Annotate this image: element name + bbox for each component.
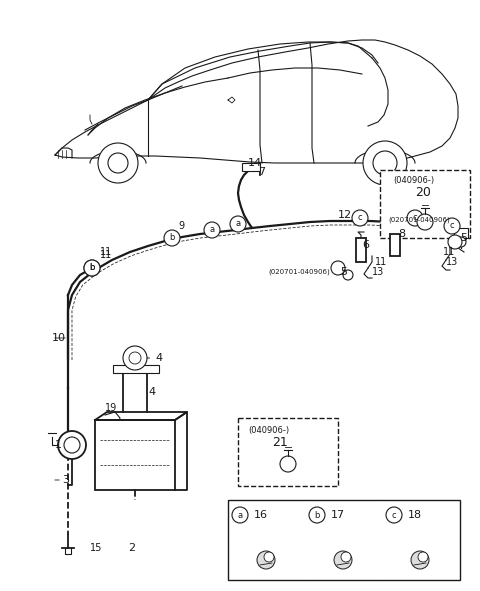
Text: 4: 4	[148, 387, 155, 397]
Circle shape	[444, 218, 460, 234]
Bar	[390, 234, 400, 256]
Circle shape	[108, 153, 128, 173]
Text: b: b	[314, 511, 320, 519]
Bar	[356, 238, 366, 262]
Circle shape	[456, 237, 466, 247]
Circle shape	[417, 214, 433, 230]
Circle shape	[334, 551, 352, 569]
Text: 11: 11	[443, 247, 455, 257]
Text: a: a	[235, 219, 240, 229]
Text: 13: 13	[446, 257, 458, 267]
Circle shape	[129, 352, 141, 364]
Circle shape	[64, 437, 80, 453]
Text: 15: 15	[90, 543, 102, 553]
Text: (020701-040906): (020701-040906)	[388, 217, 450, 223]
Circle shape	[232, 507, 248, 523]
Text: a: a	[209, 226, 215, 235]
Text: (020701-040906): (020701-040906)	[268, 269, 330, 275]
Circle shape	[373, 151, 397, 175]
Text: 5: 5	[460, 233, 467, 243]
Text: 11: 11	[100, 250, 112, 260]
Circle shape	[230, 216, 246, 232]
Circle shape	[343, 270, 353, 280]
Circle shape	[204, 222, 220, 238]
Circle shape	[386, 507, 402, 523]
Circle shape	[448, 235, 462, 249]
Text: 9: 9	[178, 221, 184, 231]
Circle shape	[341, 552, 351, 562]
Text: 3: 3	[62, 475, 69, 485]
Text: (040906-): (040906-)	[393, 176, 434, 184]
Bar	[454, 228, 468, 238]
Circle shape	[411, 551, 429, 569]
Text: 21: 21	[272, 436, 288, 449]
FancyBboxPatch shape	[380, 170, 470, 238]
Text: b: b	[89, 264, 95, 272]
Text: 7: 7	[258, 167, 265, 177]
Text: 16: 16	[254, 510, 268, 520]
Text: 11: 11	[100, 247, 112, 257]
Circle shape	[309, 507, 325, 523]
Text: 5: 5	[340, 267, 347, 277]
Circle shape	[418, 552, 428, 562]
Text: 19: 19	[105, 403, 117, 413]
Text: 1: 1	[55, 440, 62, 450]
Text: b: b	[169, 233, 175, 242]
Circle shape	[58, 431, 86, 459]
Circle shape	[84, 260, 100, 276]
Text: 13: 13	[372, 267, 384, 277]
Text: c: c	[392, 511, 396, 519]
Text: 12: 12	[338, 210, 352, 220]
Text: 2: 2	[128, 543, 135, 553]
Circle shape	[164, 230, 180, 246]
Circle shape	[280, 456, 296, 472]
Bar	[113, 365, 159, 373]
Text: 17: 17	[331, 510, 345, 520]
Circle shape	[331, 261, 345, 275]
Text: a: a	[238, 511, 242, 519]
Circle shape	[352, 210, 368, 226]
Bar	[95, 420, 175, 490]
Text: c: c	[358, 213, 362, 222]
Text: 6: 6	[362, 240, 369, 250]
Circle shape	[264, 552, 274, 562]
Circle shape	[123, 346, 147, 370]
Text: 14: 14	[248, 158, 262, 168]
FancyBboxPatch shape	[238, 418, 338, 486]
Text: 8: 8	[398, 229, 405, 239]
Text: 20: 20	[415, 186, 431, 199]
Text: c: c	[413, 213, 417, 222]
Circle shape	[407, 210, 423, 226]
Circle shape	[98, 143, 138, 183]
Circle shape	[257, 551, 275, 569]
Text: 18: 18	[408, 510, 422, 520]
Text: 11: 11	[375, 257, 387, 267]
Circle shape	[363, 141, 407, 185]
Bar	[242, 163, 260, 171]
Text: 10: 10	[52, 333, 66, 343]
Text: (040906-): (040906-)	[248, 426, 289, 434]
Bar	[228, 500, 460, 580]
Text: c: c	[450, 222, 454, 230]
Text: 4: 4	[138, 353, 162, 363]
Circle shape	[84, 260, 100, 276]
Text: b: b	[89, 264, 95, 272]
